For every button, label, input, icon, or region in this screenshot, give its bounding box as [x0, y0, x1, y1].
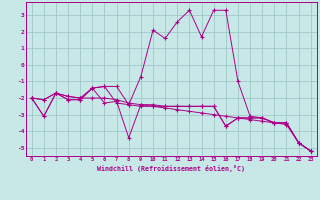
X-axis label: Windchill (Refroidissement éolien,°C): Windchill (Refroidissement éolien,°C) — [97, 165, 245, 172]
